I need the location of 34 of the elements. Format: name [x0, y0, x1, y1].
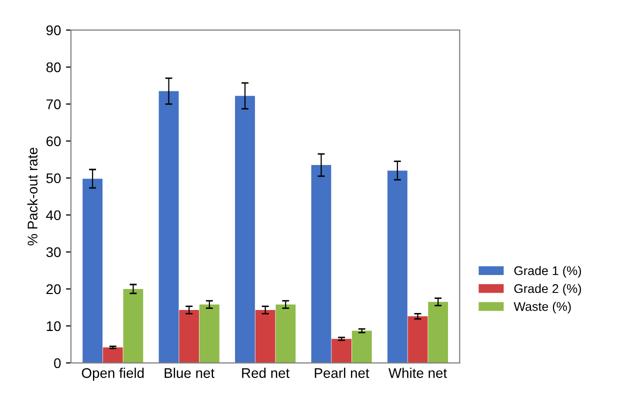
- bar: [179, 310, 200, 363]
- y-tick-label: 0: [54, 358, 61, 368]
- y-tick-label: 10: [46, 321, 61, 332]
- y-tick-label: 40: [46, 210, 61, 220]
- legend-label: Grade 1 (%): [514, 266, 581, 278]
- y-tick-label: 60: [46, 136, 61, 146]
- legend-label: Grade 2 (%): [514, 284, 581, 296]
- bar: [387, 170, 408, 363]
- y-tick-label: 20: [46, 284, 61, 294]
- bar: [255, 310, 276, 363]
- bar: [82, 178, 103, 363]
- x-tick-label: Pearl net: [314, 368, 370, 378]
- bar: [276, 304, 296, 363]
- y-tick-label: 90: [46, 25, 61, 36]
- y-tick-label: 70: [46, 99, 61, 110]
- bar: [235, 96, 255, 363]
- bar: [352, 330, 372, 363]
- y-axis-title: % Pack-out rate: [27, 148, 38, 246]
- x-tick-label: Blue net: [164, 368, 214, 378]
- x-tick-label: Open field: [82, 368, 144, 381]
- bar: [102, 347, 123, 363]
- x-tick-label: White net: [388, 368, 447, 378]
- bar: [408, 316, 428, 363]
- bar: [332, 338, 352, 363]
- x-tick-label: Red net: [242, 368, 290, 378]
- bar: [199, 304, 220, 363]
- bar: [123, 288, 144, 363]
- bar: [428, 302, 448, 363]
- y-tick-label: 30: [46, 247, 61, 258]
- legend-label: Waste (%): [514, 302, 571, 314]
- bar: [311, 165, 332, 363]
- bar: [158, 91, 179, 363]
- y-tick-label: 80: [46, 62, 61, 72]
- y-tick-label: 50: [46, 173, 61, 184]
